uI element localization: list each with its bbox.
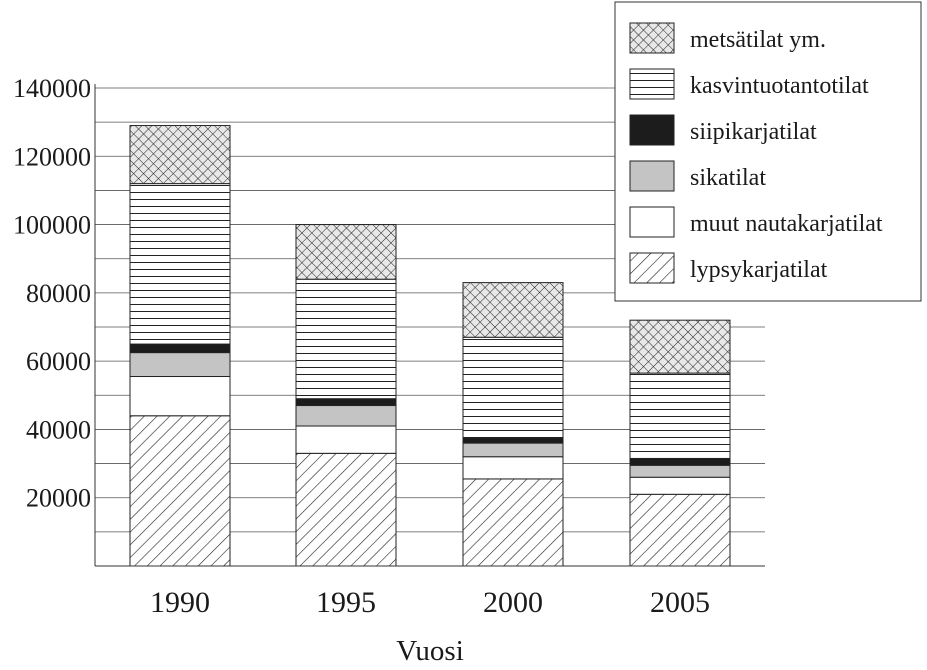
legend-swatch: [629, 22, 675, 54]
x-tick-label: 1995: [316, 586, 376, 619]
bar-segment: [129, 125, 231, 185]
bar-segment: [295, 224, 397, 280]
bar-segment: [295, 452, 397, 567]
y-tick-label: 20000: [26, 484, 91, 513]
y-tick-label: 60000: [26, 347, 91, 376]
bar-segment: [462, 437, 564, 444]
bar-segment: [629, 457, 731, 466]
bar-segment: [629, 372, 731, 459]
bar-segment: [129, 376, 231, 417]
legend-swatch: [629, 114, 675, 146]
bars: [129, 125, 731, 567]
x-axis-title: Vuosi: [396, 635, 464, 665]
legend-label: sikatilat: [690, 165, 766, 191]
bar-segment: [295, 278, 397, 400]
legend-label: muut nautakarjatilat: [690, 211, 883, 237]
x-tick-label: 1990: [150, 586, 210, 619]
bar-segment: [629, 319, 731, 374]
y-tick-label: 120000: [13, 142, 91, 171]
x-tick-label: 2000: [483, 586, 543, 619]
legend-swatch: [629, 68, 675, 100]
bar-segment: [462, 442, 564, 458]
legend-swatch: [629, 252, 675, 284]
legend-label: siipikarjatilat: [690, 119, 817, 145]
bar-segment: [129, 415, 231, 567]
y-tick-label: 140000: [13, 74, 91, 103]
bar-segment: [295, 398, 397, 407]
legend: metsätilat ym. kasvintuotantotilat siipika…: [614, 1, 922, 302]
legend-swatch: [629, 160, 675, 192]
bar-segment: [129, 352, 231, 378]
bar-segment: [129, 183, 231, 345]
bar-segment: [295, 425, 397, 454]
x-tick-label: 2005: [650, 586, 710, 619]
bar-segment: [129, 343, 231, 354]
y-tick-label: 100000: [13, 211, 91, 240]
bar-segment: [462, 282, 564, 338]
bar-segment: [462, 456, 564, 480]
bar-segment: [629, 493, 731, 567]
bar-segment: [629, 476, 731, 495]
y-tick-label: 80000: [26, 279, 91, 308]
legend-swatch: [629, 206, 675, 238]
legend-label: lypsykarjatilat: [690, 257, 828, 283]
bar-segment: [462, 336, 564, 439]
bar-segment: [295, 405, 397, 427]
axes: 20000 40000 60000 80000 100000 120000 140000 19…: [13, 74, 765, 619]
legend-label: metsätilat ym.: [690, 27, 826, 53]
bar-segment: [629, 464, 731, 478]
legend-label: kasvintuotantotilat: [690, 73, 869, 99]
y-tick-label: 40000: [26, 415, 91, 444]
bar-segment: [462, 478, 564, 567]
